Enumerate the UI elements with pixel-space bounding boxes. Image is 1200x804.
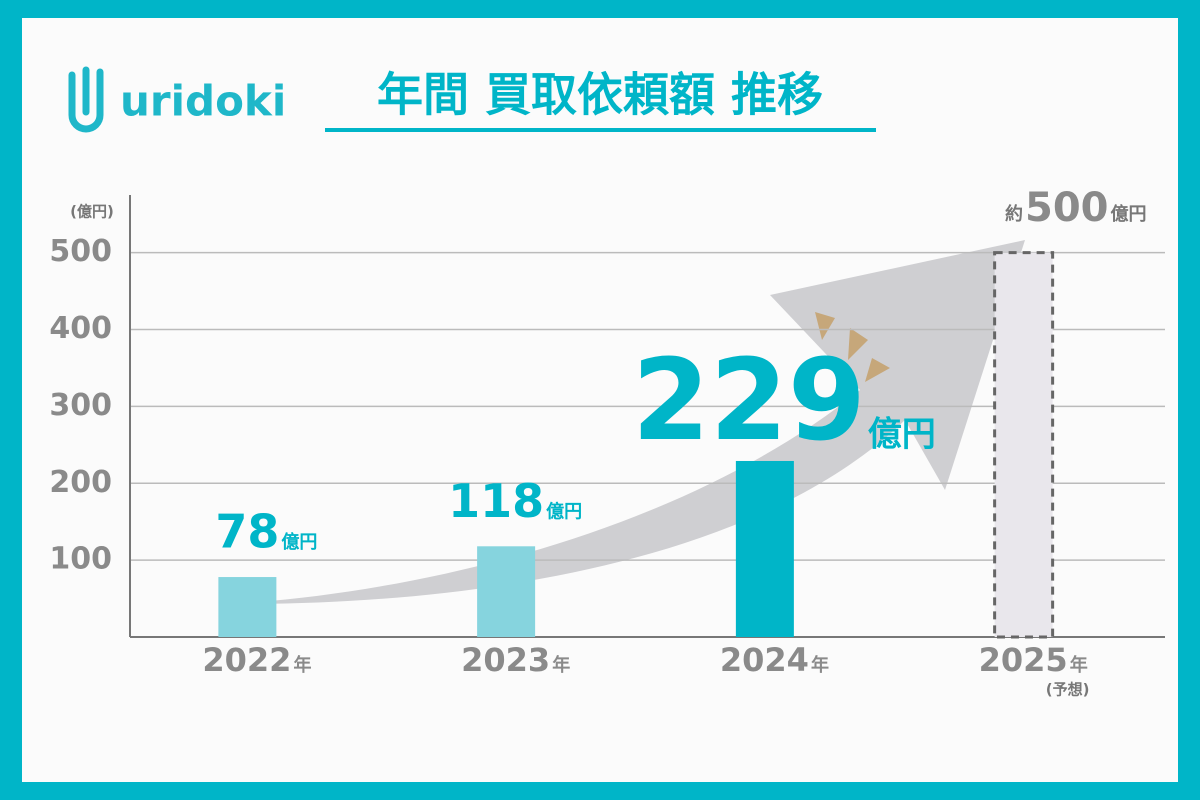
sparkle [815, 312, 890, 382]
value-unit: 億円 [281, 531, 317, 553]
value-label: 118 [448, 474, 544, 528]
brand: uridoki [120, 77, 286, 126]
y-unit: (億円) [70, 203, 114, 221]
y-tick-label: 100 [49, 542, 112, 577]
value-unit: 億円 [546, 500, 582, 522]
bar [218, 577, 277, 637]
x-tick-suffix: 年 [1070, 654, 1088, 676]
y-tick-label: 300 [49, 388, 112, 423]
x-tick-suffix: 年 [552, 654, 570, 676]
value-label: 229 [632, 336, 866, 466]
panel [22, 18, 1178, 782]
bar [477, 546, 536, 637]
x-tick-label: 2023 [461, 641, 550, 679]
x-tick-label: 2022 [202, 641, 291, 679]
x-tick-label: 2025 [979, 641, 1068, 679]
bar [735, 460, 794, 637]
x-tick-label: 2024 [720, 641, 809, 679]
x-tick-suffix: 年 [293, 654, 311, 676]
value-unit: 億円 [868, 415, 936, 455]
forecast-note: (予想) [1046, 681, 1090, 699]
value-unit: 億円 [1111, 203, 1147, 225]
y-tick-label: 400 [49, 311, 112, 346]
bar [993, 251, 1055, 639]
logo-icon [68, 66, 104, 133]
value-label: 500 [1025, 185, 1109, 231]
y-tick-label: 200 [49, 465, 112, 500]
y-tick-label: 500 [49, 234, 112, 269]
value-label: 78 [215, 505, 279, 559]
chart-title: 年間 買取依頼額 推移 [377, 68, 823, 122]
x-tick-suffix: 年 [811, 654, 829, 676]
value-prefix: 約 [1005, 203, 1023, 225]
